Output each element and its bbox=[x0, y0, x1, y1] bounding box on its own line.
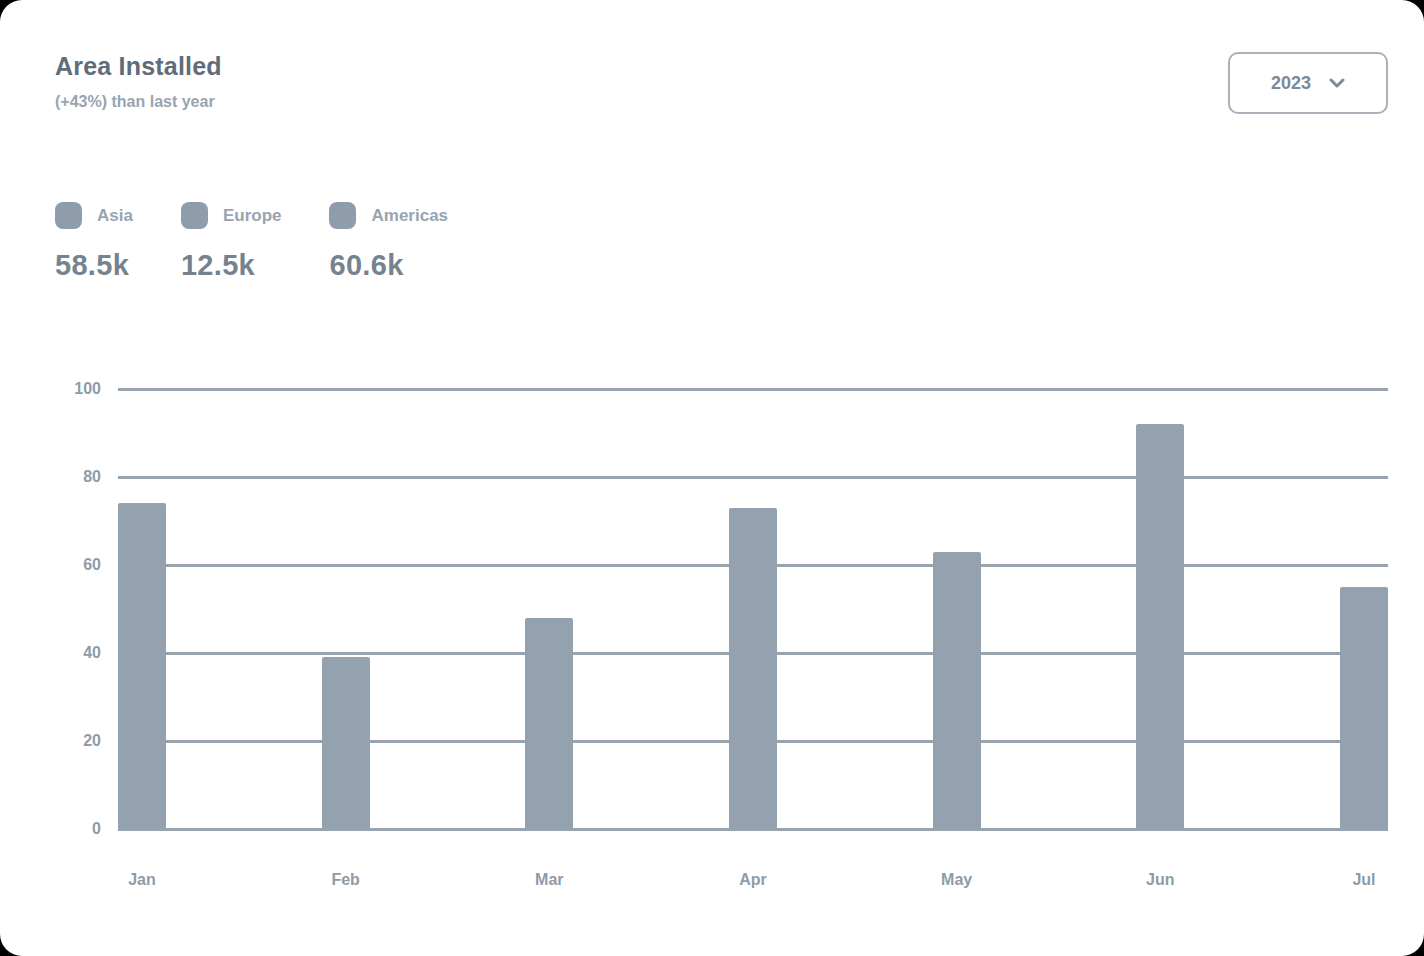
bar-jun bbox=[1136, 424, 1184, 829]
chevron-down-icon bbox=[1329, 78, 1345, 88]
legend-item-header: Asia bbox=[55, 202, 133, 229]
legend-swatch-icon bbox=[329, 202, 356, 229]
year-selector[interactable]: 2023 bbox=[1228, 52, 1388, 114]
card-header: Area Installed (+43%) than last year bbox=[55, 52, 222, 111]
legend-total-value: 60.6k bbox=[329, 249, 448, 282]
legend-swatch-icon bbox=[55, 202, 82, 229]
area-installed-card: Area Installed (+43%) than last year 202… bbox=[0, 0, 1424, 956]
legend-item-americas: Americas 60.6k bbox=[329, 202, 448, 282]
legend-item-europe: Europe 12.5k bbox=[181, 202, 282, 282]
bar-mar bbox=[525, 618, 573, 829]
legend-label: Asia bbox=[97, 206, 133, 226]
x-axis-tick-feb: Feb bbox=[322, 871, 370, 889]
page-title: Area Installed bbox=[55, 52, 222, 81]
year-selector-value: 2023 bbox=[1271, 73, 1311, 94]
legend-item-header: Americas bbox=[329, 202, 448, 229]
x-axis-tick-jan: Jan bbox=[118, 871, 166, 889]
y-axis-tick-20: 20 bbox=[55, 731, 101, 751]
bar-apr bbox=[729, 508, 777, 829]
y-axis-tick-40: 40 bbox=[55, 643, 101, 663]
y-axis-labels: 0 20 40 60 80 100 bbox=[55, 368, 101, 850]
x-axis-tick-jun: Jun bbox=[1136, 871, 1184, 889]
legend-item-header: Europe bbox=[181, 202, 282, 229]
legend-item-asia: Asia 58.5k bbox=[55, 202, 133, 282]
x-axis-tick-may: May bbox=[933, 871, 981, 889]
y-axis-tick-0: 0 bbox=[55, 819, 101, 839]
bar-feb bbox=[322, 657, 370, 829]
y-axis-tick-80: 80 bbox=[55, 467, 101, 487]
y-axis-tick-60: 60 bbox=[55, 555, 101, 575]
x-axis-tick-mar: Mar bbox=[525, 871, 573, 889]
card-subtitle: (+43%) than last year bbox=[55, 93, 222, 111]
bar-may bbox=[933, 552, 981, 829]
x-axis-tick-jul: Jul bbox=[1340, 871, 1388, 889]
legend-label: Americas bbox=[371, 206, 448, 226]
chart-legend: Asia 58.5k Europe 12.5k Americas 60.6k bbox=[55, 202, 448, 282]
x-axis-tick-apr: Apr bbox=[729, 871, 777, 889]
legend-total-value: 12.5k bbox=[181, 249, 282, 282]
bar-jul bbox=[1340, 587, 1388, 829]
legend-swatch-icon bbox=[181, 202, 208, 229]
legend-total-value: 58.5k bbox=[55, 249, 133, 282]
y-axis-tick-100: 100 bbox=[55, 379, 101, 399]
bars-row bbox=[118, 389, 1388, 829]
chart-plot-area bbox=[118, 389, 1388, 829]
bar-chart: 0 20 40 60 80 100 Jan Feb Mar Apr May Jun Jul bbox=[55, 368, 1388, 928]
x-axis-labels: Jan Feb Mar Apr May Jun Jul bbox=[118, 871, 1388, 889]
bar-jan bbox=[118, 503, 166, 829]
legend-label: Europe bbox=[223, 206, 282, 226]
